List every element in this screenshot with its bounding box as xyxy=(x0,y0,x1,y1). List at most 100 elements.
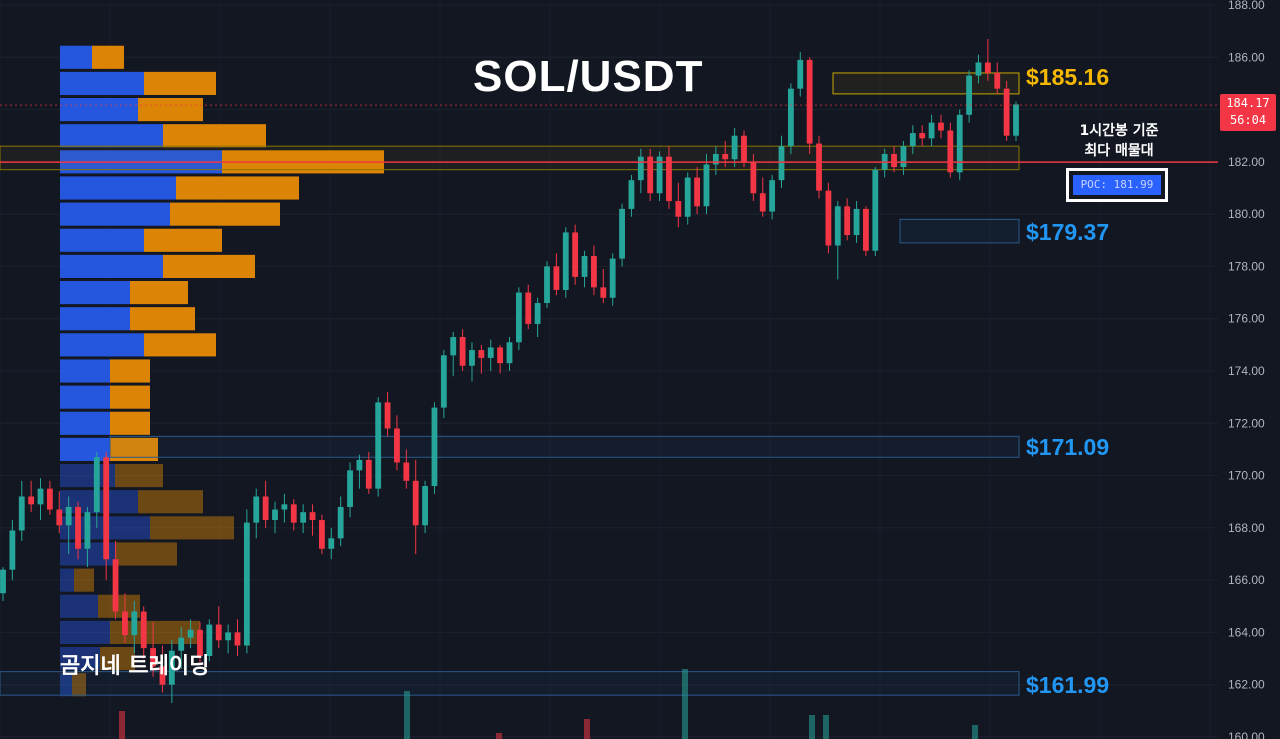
candle-body xyxy=(834,206,841,246)
candle-body xyxy=(150,648,156,667)
volume-bar xyxy=(823,715,829,739)
poc-badge: POC: 181.99 xyxy=(1066,168,1168,202)
profile-sell-bar xyxy=(150,516,234,540)
candle-body xyxy=(131,611,138,636)
candle-body xyxy=(347,470,353,507)
candle-body xyxy=(506,342,513,364)
profile-buy-bar xyxy=(60,71,144,95)
candle-body xyxy=(928,122,935,139)
y-tick-label: 182.00 xyxy=(1228,155,1265,169)
profile-buy-bar xyxy=(60,437,110,461)
candle-body xyxy=(787,88,794,147)
profile-buy-bar xyxy=(60,464,115,488)
candle-body xyxy=(9,530,16,570)
candle-body xyxy=(816,143,822,191)
candle-body xyxy=(300,512,307,523)
profile-buy-bar xyxy=(60,176,176,200)
candle-body xyxy=(562,232,569,290)
volume-profile xyxy=(60,45,384,697)
profile-buy-bar xyxy=(60,254,163,278)
profile-buy-bar xyxy=(60,411,110,435)
price-zone xyxy=(832,72,1020,95)
profile-sell-bar xyxy=(98,594,140,618)
level-label-3: $171.09 xyxy=(1026,434,1110,460)
candle-body xyxy=(197,629,203,656)
y-tick-label: 164.00 xyxy=(1228,625,1265,639)
candle-body xyxy=(703,164,710,207)
current-price-value: 184.17 xyxy=(1226,96,1270,110)
level-label-4: $161.99 xyxy=(1026,672,1110,698)
candle-body xyxy=(469,350,475,366)
candle-body xyxy=(84,512,91,549)
candle-body xyxy=(46,488,53,510)
candle-body xyxy=(515,292,522,343)
y-tick-label: 168.00 xyxy=(1228,521,1265,535)
candle-body xyxy=(966,75,973,115)
candle-body xyxy=(853,208,860,236)
volume-bars xyxy=(119,669,978,739)
candle-body xyxy=(1013,104,1019,136)
y-tick-label: 172.00 xyxy=(1228,416,1265,430)
candle-body xyxy=(572,232,579,277)
y-tick-label: 160.00 xyxy=(1228,730,1265,739)
price-zone xyxy=(0,671,1020,696)
candle-body xyxy=(984,62,991,73)
candle-body xyxy=(243,522,250,646)
candle-body xyxy=(750,161,757,194)
profile-sell-bar xyxy=(110,385,150,409)
candle-body xyxy=(403,462,410,481)
candle-body xyxy=(975,62,982,76)
candle-body xyxy=(140,611,147,649)
candle-body xyxy=(938,122,944,131)
profile-sell-bar xyxy=(110,437,158,461)
candle-body xyxy=(956,114,963,173)
profile-sell-bar xyxy=(144,71,216,95)
candle-body xyxy=(722,154,729,160)
candle-body xyxy=(215,624,222,641)
candle-body xyxy=(37,488,44,505)
profile-sell-bar xyxy=(130,281,188,305)
candle-body xyxy=(731,135,738,160)
candle-body xyxy=(844,206,851,236)
profile-sell-bar xyxy=(110,359,150,383)
poc-badge-label: POC: 181.99 xyxy=(1073,175,1161,195)
level-label-1: $185.16 xyxy=(1026,64,1110,90)
profile-sell-bar xyxy=(100,647,135,671)
candle-body xyxy=(806,59,813,144)
candle-body xyxy=(422,486,428,526)
profile-sell-bar xyxy=(138,98,203,122)
candle-body xyxy=(863,208,869,251)
profile-buy-bar xyxy=(60,307,130,331)
candle-body xyxy=(290,504,297,523)
candle-body xyxy=(581,255,588,277)
candle-body xyxy=(891,154,897,168)
profile-sell-bar xyxy=(144,228,222,252)
candle-body xyxy=(684,177,691,217)
candle-body xyxy=(253,496,260,523)
candle-body xyxy=(65,506,72,526)
candle-body xyxy=(318,520,325,549)
profile-buy-bar xyxy=(60,385,110,409)
profile-sell-bar xyxy=(138,490,203,514)
volume-bar xyxy=(809,715,815,739)
profile-sell-bar xyxy=(74,568,94,592)
profile-buy-bar xyxy=(60,228,144,252)
candle-body xyxy=(168,650,175,685)
profile-buy-bar xyxy=(60,594,98,618)
candle-body xyxy=(544,266,550,304)
candle-body xyxy=(741,135,747,162)
candle-body xyxy=(778,146,785,181)
y-tick-label: 174.00 xyxy=(1228,364,1265,378)
level-label-2: $179.37 xyxy=(1026,219,1110,245)
candle-body xyxy=(375,402,382,489)
candle-body xyxy=(619,208,625,259)
candle-body xyxy=(712,154,719,165)
candle-body xyxy=(1003,88,1010,136)
y-tick-label: 188.00 xyxy=(1228,0,1265,12)
y-tick-label: 176.00 xyxy=(1228,312,1265,326)
profile-buy-bar xyxy=(60,620,110,644)
candle-countdown: 56:04 xyxy=(1229,113,1267,127)
y-tick-label: 166.00 xyxy=(1228,573,1265,587)
candle-body xyxy=(365,459,372,489)
profile-buy-bar xyxy=(60,45,92,69)
